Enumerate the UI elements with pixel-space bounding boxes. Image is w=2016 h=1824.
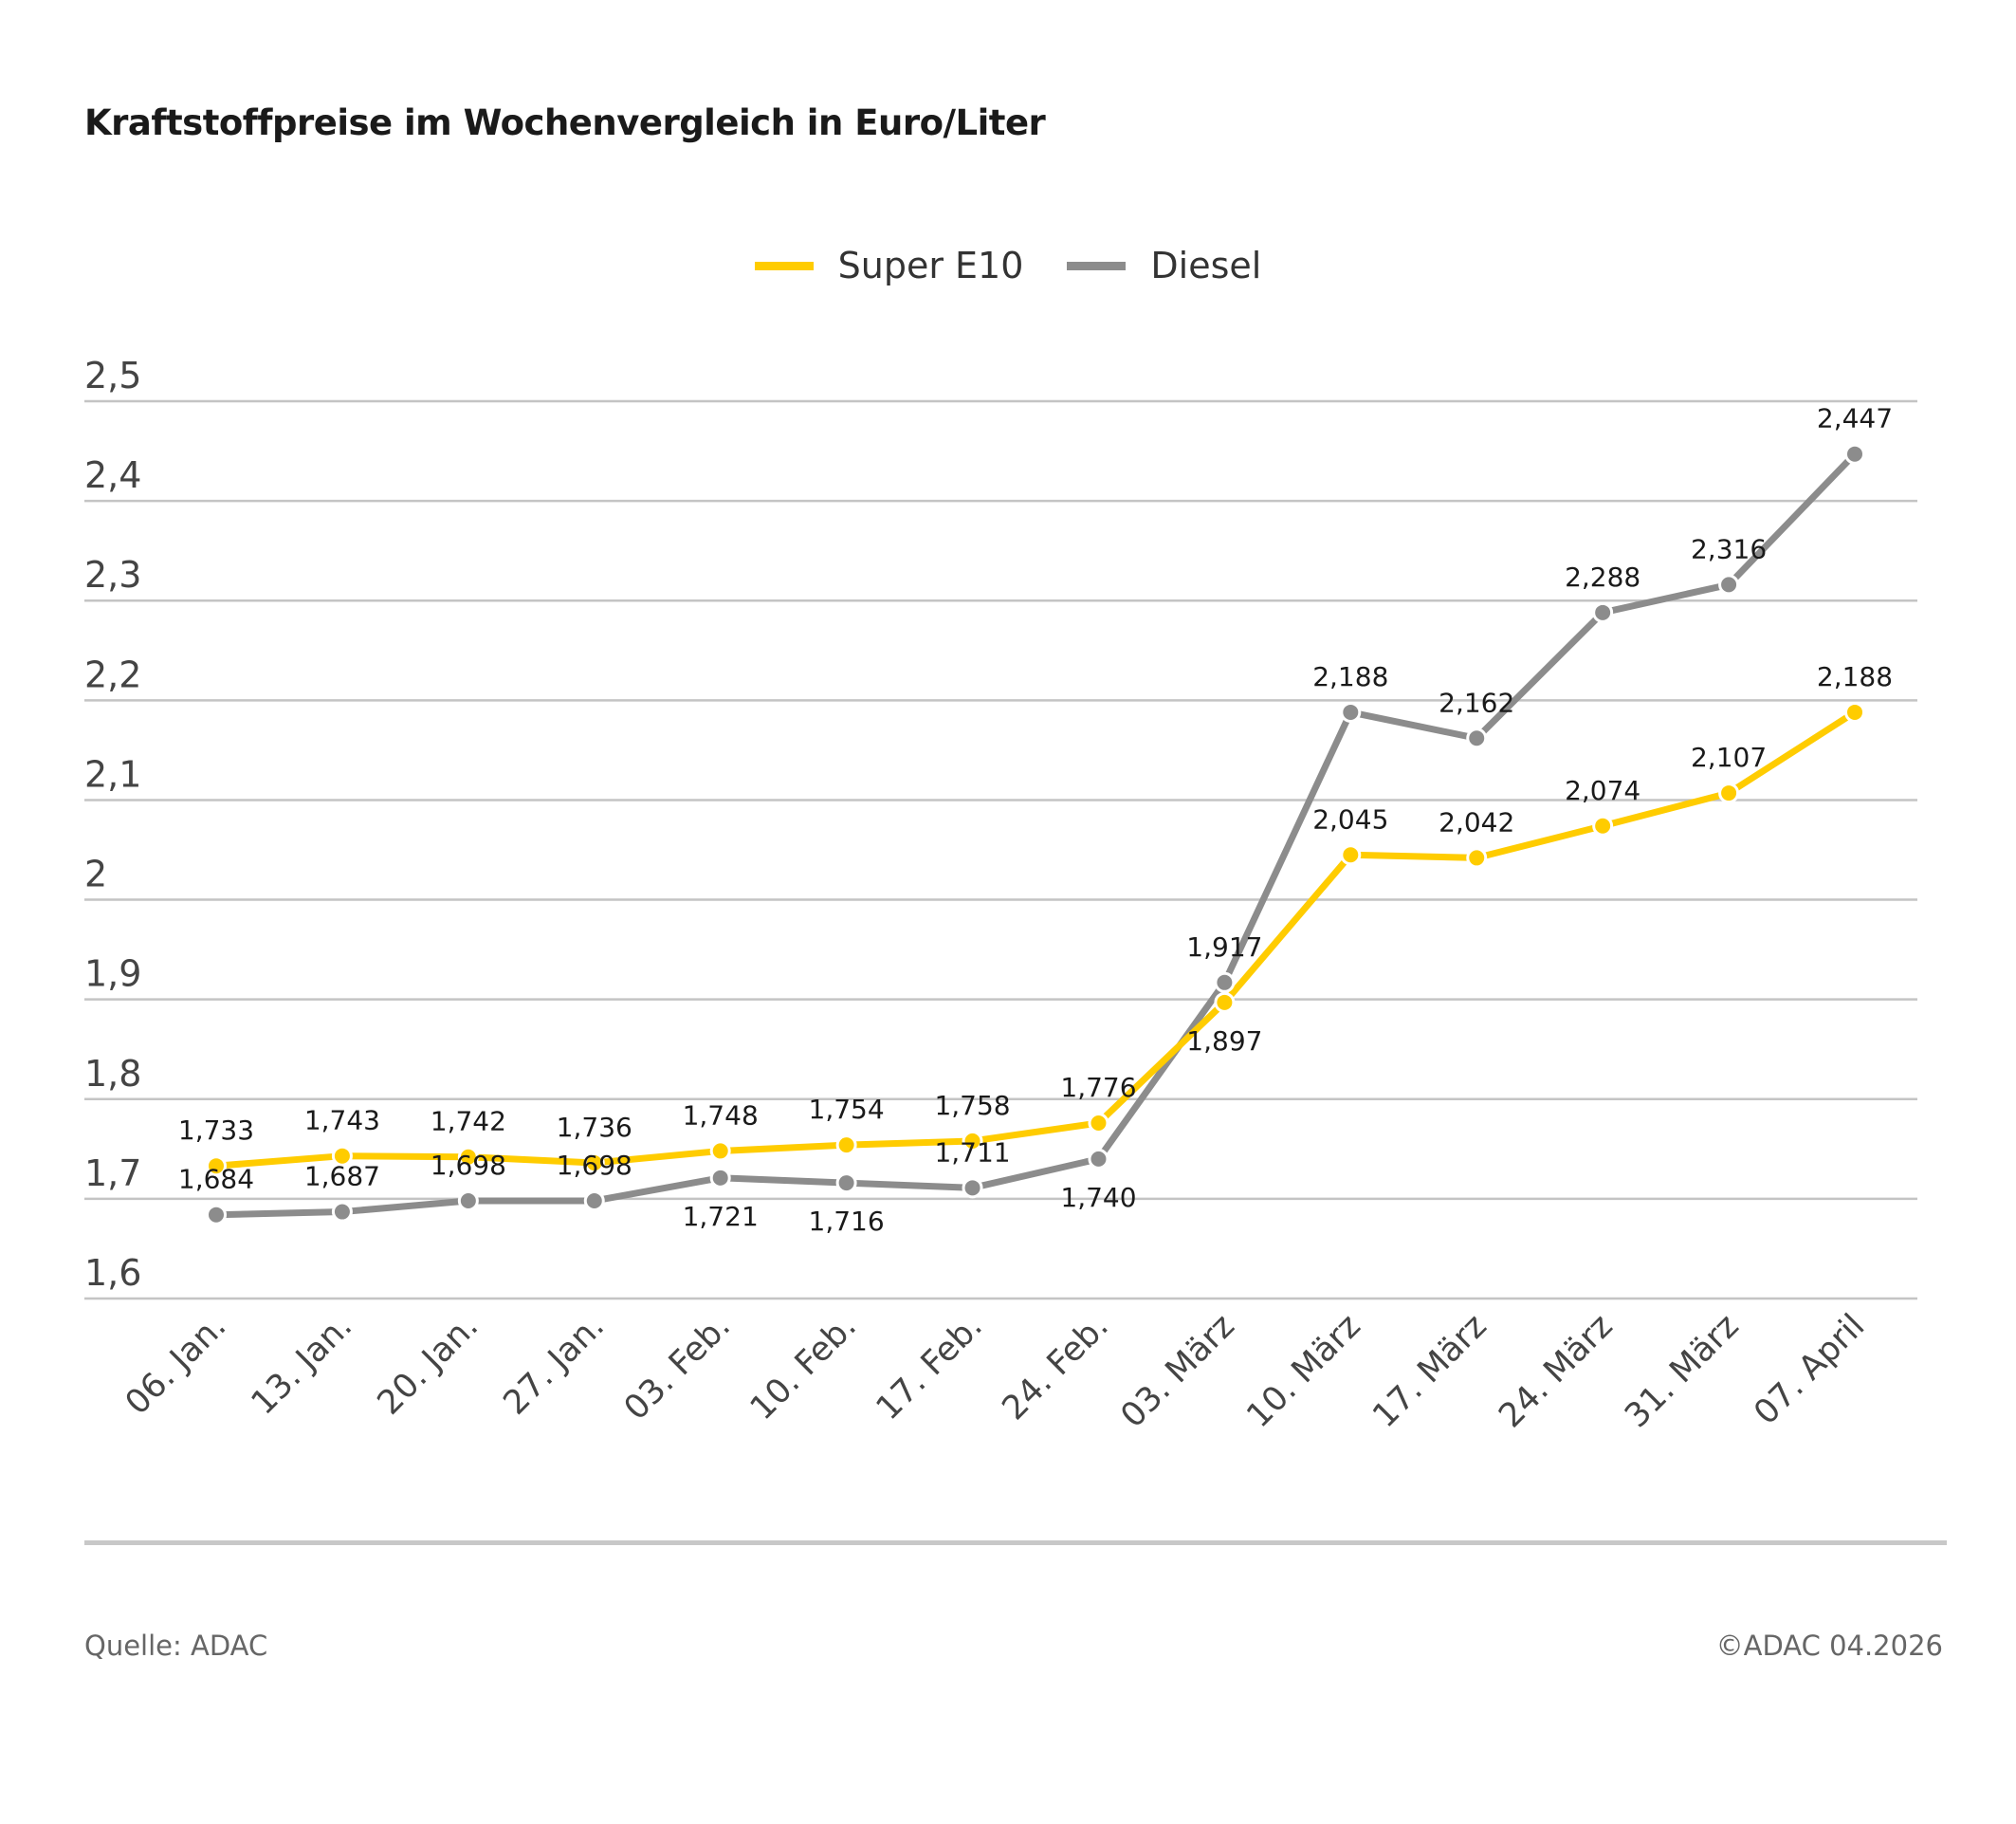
legend-item-super-e10: Super E10 bbox=[754, 245, 1024, 286]
x-tick-label: 13. Jan. bbox=[245, 1307, 360, 1423]
x-tick-label: 27. Jan. bbox=[497, 1307, 613, 1423]
data-label: 1,721 bbox=[683, 1201, 759, 1232]
data-label: 2,288 bbox=[1565, 562, 1640, 593]
data-label: 1,698 bbox=[557, 1150, 632, 1181]
data-point bbox=[1592, 601, 1614, 623]
data-point bbox=[206, 1204, 227, 1225]
data-label: 1,776 bbox=[1060, 1072, 1136, 1103]
data-point bbox=[1340, 701, 1362, 723]
data-label: 1,687 bbox=[304, 1161, 380, 1192]
data-point bbox=[206, 1155, 227, 1177]
data-point bbox=[709, 1140, 731, 1162]
data-label: 2,074 bbox=[1565, 775, 1640, 806]
data-label: 1,917 bbox=[1186, 931, 1262, 963]
data-label: 1,684 bbox=[178, 1164, 254, 1195]
footer-divider bbox=[84, 1540, 1947, 1545]
data-label: 2,045 bbox=[1312, 803, 1388, 835]
y-tick-label: 2 bbox=[84, 854, 107, 895]
data-point bbox=[1088, 1113, 1109, 1134]
data-label: 2,107 bbox=[1691, 742, 1767, 773]
data-label: 2,162 bbox=[1439, 687, 1514, 718]
data-point bbox=[1466, 847, 1488, 869]
chart-title: Kraftstoffpreise im Wochenvergleich in E… bbox=[84, 102, 1046, 143]
data-point bbox=[457, 1189, 479, 1211]
data-label: 2,316 bbox=[1691, 533, 1767, 564]
x-tick-label: 24. März bbox=[1492, 1307, 1620, 1435]
data-point bbox=[1466, 728, 1488, 749]
data-point bbox=[331, 1145, 353, 1167]
x-tick-label: 20. Jan. bbox=[371, 1307, 486, 1423]
data-point bbox=[1088, 1148, 1109, 1170]
legend-item-diesel: Diesel bbox=[1067, 245, 1261, 286]
x-tick-label: 10. Feb. bbox=[743, 1307, 864, 1428]
x-tick-label: 17. Feb. bbox=[870, 1307, 990, 1428]
series-line-diesel bbox=[215, 451, 1858, 1219]
copyright-note: ©ADAC 04.2026 bbox=[1715, 1630, 1943, 1662]
data-label: 1,758 bbox=[934, 1090, 1010, 1121]
data-label: 1,743 bbox=[304, 1105, 380, 1136]
x-tick-label: 31. März bbox=[1618, 1307, 1746, 1435]
data-point bbox=[962, 1177, 983, 1199]
y-tick-label: 2,3 bbox=[84, 554, 141, 596]
data-point bbox=[835, 1172, 857, 1194]
data-label: 2,188 bbox=[1312, 661, 1388, 692]
data-label: 1,736 bbox=[557, 1112, 632, 1143]
data-point bbox=[835, 1134, 857, 1156]
data-label: 1,711 bbox=[934, 1136, 1010, 1168]
y-tick-label: 1,7 bbox=[84, 1152, 141, 1194]
y-tick-label: 1,8 bbox=[84, 1053, 141, 1095]
data-point bbox=[1214, 971, 1236, 993]
data-point bbox=[1340, 844, 1362, 866]
series-line-super-e10 bbox=[215, 709, 1857, 1170]
data-point bbox=[331, 1201, 353, 1223]
legend-label-diesel: Diesel bbox=[1150, 245, 1262, 286]
source-note: Quelle: ADAC bbox=[84, 1630, 268, 1662]
data-label: 1,733 bbox=[178, 1115, 254, 1146]
x-tick-label: 10. März bbox=[1239, 1307, 1367, 1435]
legend: Super E10 Diesel bbox=[0, 245, 2016, 286]
data-point bbox=[1844, 701, 1865, 723]
data-label: 2,447 bbox=[1817, 403, 1893, 434]
x-tick-label: 03. Feb. bbox=[617, 1307, 738, 1428]
data-label: 1,748 bbox=[683, 1099, 759, 1131]
data-label: 2,042 bbox=[1439, 806, 1514, 838]
legend-label-super-e10: Super E10 bbox=[837, 245, 1024, 286]
data-label: 1,754 bbox=[809, 1094, 885, 1125]
data-label: 1,716 bbox=[809, 1206, 885, 1237]
y-tick-label: 2,5 bbox=[84, 355, 141, 396]
data-point bbox=[583, 1189, 605, 1211]
x-tick-label: 24. Feb. bbox=[996, 1307, 1116, 1428]
data-point bbox=[583, 1152, 605, 1174]
legend-swatch-diesel bbox=[1067, 261, 1127, 270]
x-tick-label: 07. April bbox=[1747, 1307, 1872, 1432]
data-point bbox=[1214, 991, 1236, 1013]
data-label: 1,897 bbox=[1186, 1025, 1262, 1057]
legend-swatch-super-e10 bbox=[754, 261, 814, 270]
data-label: 2,188 bbox=[1817, 661, 1893, 692]
x-tick-label: 17. März bbox=[1365, 1307, 1494, 1435]
data-point bbox=[1718, 783, 1740, 804]
data-label: 1,740 bbox=[1060, 1182, 1136, 1213]
data-label: 1,742 bbox=[431, 1106, 506, 1137]
x-tick-label: 03. März bbox=[1114, 1307, 1242, 1435]
data-label: 1,698 bbox=[431, 1150, 506, 1181]
y-tick-label: 1,6 bbox=[84, 1252, 141, 1294]
data-point bbox=[1592, 815, 1614, 837]
y-tick-label: 2,4 bbox=[84, 454, 141, 496]
data-point bbox=[1718, 574, 1740, 596]
y-tick-label: 2,1 bbox=[84, 753, 141, 795]
data-point bbox=[709, 1167, 731, 1188]
y-tick-label: 1,9 bbox=[84, 953, 141, 995]
data-point bbox=[457, 1146, 479, 1168]
x-tick-label: 06. Jan. bbox=[119, 1307, 234, 1423]
data-point bbox=[962, 1130, 983, 1152]
y-tick-label: 2,2 bbox=[84, 654, 141, 695]
data-point bbox=[1844, 443, 1865, 465]
